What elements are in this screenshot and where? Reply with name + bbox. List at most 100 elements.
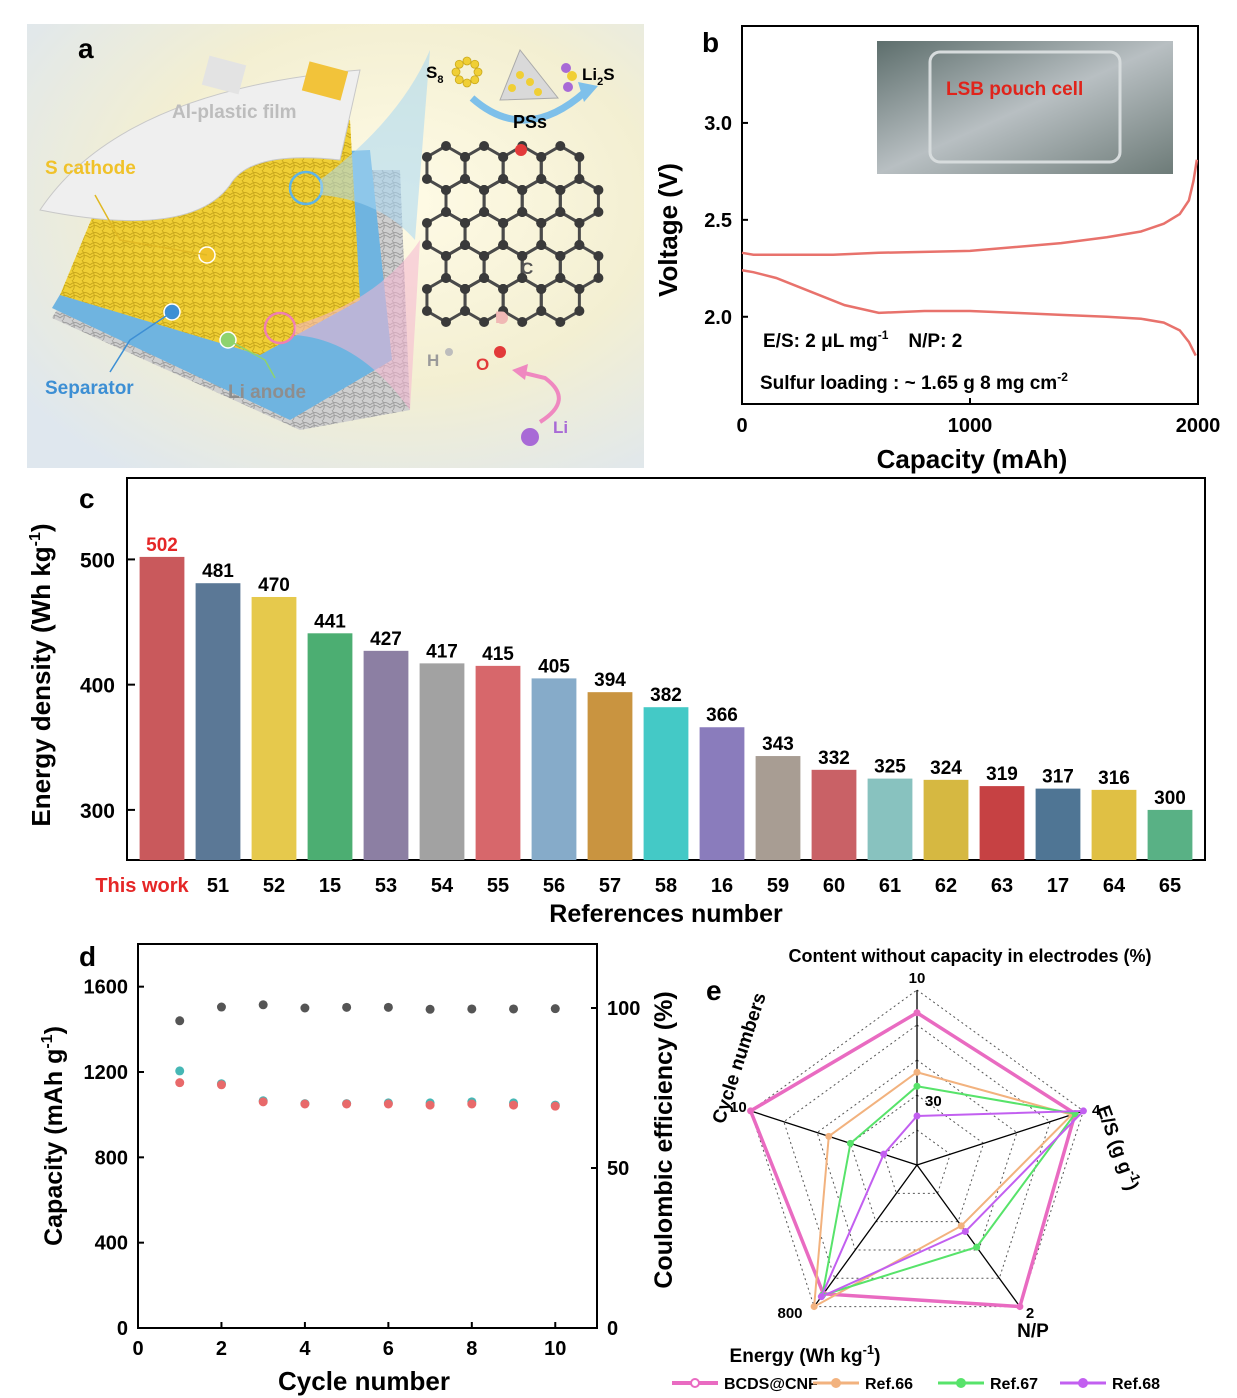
sulfur-atom bbox=[462, 78, 472, 88]
y-tick-label: 300 bbox=[80, 800, 115, 823]
bar-value-label: 317 bbox=[1042, 767, 1074, 788]
y-tick-label: 400 bbox=[95, 1233, 128, 1255]
bar-value-label: 394 bbox=[594, 670, 626, 691]
legend-swatch-marker bbox=[831, 1378, 841, 1388]
category-label: 58 bbox=[655, 875, 677, 897]
radar-spoke bbox=[916, 1164, 1021, 1307]
oxygen-atom bbox=[515, 144, 527, 156]
radar-outer-tick: 10 bbox=[730, 1099, 747, 1116]
x-tick-label: 8 bbox=[466, 1338, 477, 1360]
series-line-discharge bbox=[741, 269, 1197, 357]
legend-swatch-marker bbox=[1078, 1378, 1088, 1388]
bar-value-label: 405 bbox=[538, 656, 570, 677]
category-label: 16 bbox=[711, 875, 733, 897]
panel-label-d: d bbox=[79, 941, 96, 972]
bar-55 bbox=[475, 665, 521, 860]
panel-b-voltage-profile: b LSB pouch cell E/S: 2 μL mg-1 N/P: 2 Su… bbox=[653, 25, 1221, 474]
plot-frame-d bbox=[137, 943, 598, 1329]
boron-atom bbox=[496, 312, 508, 324]
carbon-atom bbox=[479, 317, 490, 327]
legend-label: BCDS@CNF bbox=[724, 1376, 818, 1393]
bar-17 bbox=[1035, 788, 1081, 860]
carbon-atom bbox=[574, 306, 585, 316]
point-discharge-capacity bbox=[467, 1099, 477, 1109]
radar-axis-label-content: Content without capacity in electrodes (… bbox=[788, 946, 1151, 966]
bar-53 bbox=[363, 650, 409, 860]
carbon-atom bbox=[421, 306, 432, 316]
radar-point bbox=[973, 1243, 981, 1251]
separator-label: Separator bbox=[45, 378, 134, 399]
inset-label: LSB pouch cell bbox=[946, 79, 1083, 100]
bar-value-label: 366 bbox=[706, 705, 738, 726]
bar-65 bbox=[1147, 809, 1193, 860]
legend-label: Ref.67 bbox=[990, 1376, 1038, 1393]
x-tick-label: 1000 bbox=[948, 415, 993, 437]
carbon-atom bbox=[479, 251, 490, 261]
bar-16 bbox=[699, 727, 745, 860]
x-tick-label: 2000 bbox=[1176, 415, 1221, 437]
category-label: 54 bbox=[431, 875, 454, 897]
y-axis-title-b: Voltage (V) bbox=[653, 163, 683, 297]
point-coulombic-efficiency bbox=[550, 1004, 560, 1014]
li2s-label: Li2S bbox=[582, 65, 615, 88]
radar-point bbox=[747, 1107, 755, 1115]
annotation-sulfur: Sulfur loading : ~ 1.65 g 8 mg cm-2 bbox=[760, 370, 1068, 394]
x-tick-label: 2 bbox=[216, 1338, 227, 1360]
radar-series-ref-67 bbox=[821, 1085, 1077, 1297]
panel-e-radar: e Content without capacity in electrodes… bbox=[672, 946, 1160, 1393]
radar-point bbox=[810, 1303, 818, 1311]
category-label: 52 bbox=[263, 875, 285, 897]
category-label: 63 bbox=[991, 875, 1013, 897]
bar-value-label: 316 bbox=[1098, 768, 1130, 789]
category-label: 65 bbox=[1159, 875, 1181, 897]
panel-label-b: b bbox=[702, 27, 719, 58]
li-atom bbox=[521, 428, 539, 446]
point-coulombic-efficiency bbox=[342, 1002, 352, 1012]
carbon-atom bbox=[498, 284, 509, 294]
bar-56 bbox=[531, 678, 577, 860]
x-axis-title-d: Cycle number bbox=[278, 1366, 450, 1396]
radar-point bbox=[961, 1228, 969, 1236]
annotation-es: E/S: 2 μL mg-1 N/P: 2 bbox=[763, 328, 962, 352]
conversion-arrow bbox=[469, 89, 588, 124]
y2-tick-label: 0 bbox=[607, 1318, 618, 1340]
carbon-atom bbox=[555, 317, 566, 327]
carbon-atom bbox=[421, 152, 432, 162]
point-coulombic-efficiency bbox=[216, 1002, 226, 1012]
series-line-charge bbox=[741, 159, 1199, 256]
category-label: 56 bbox=[543, 875, 565, 897]
carbon-atom bbox=[441, 185, 451, 195]
bar-61 bbox=[867, 778, 913, 860]
point-coulombic-efficiency bbox=[425, 1004, 435, 1014]
carbon-atom bbox=[441, 251, 451, 261]
category-label: 60 bbox=[823, 875, 845, 897]
x-axis-title-c: References number bbox=[549, 900, 783, 928]
radar-point bbox=[913, 1082, 921, 1090]
radar-spoke bbox=[813, 1164, 918, 1307]
carbon-atom bbox=[555, 207, 566, 217]
bar-value-label: 415 bbox=[482, 644, 514, 665]
carbon-atom bbox=[593, 185, 604, 195]
radar-outer-tick: 2 bbox=[1026, 1305, 1034, 1322]
sulfur-atom bbox=[451, 67, 461, 77]
legend-label: Ref.68 bbox=[1112, 1376, 1160, 1393]
point-coulombic-efficiency bbox=[509, 1004, 519, 1014]
carbon-atom bbox=[517, 185, 528, 195]
bar-value-label: 382 bbox=[650, 685, 682, 706]
carbon-atom bbox=[536, 306, 547, 316]
y-tick-label: 400 bbox=[80, 675, 115, 698]
bar-52 bbox=[251, 596, 297, 860]
carbon-atom bbox=[460, 152, 471, 162]
carbon-atom bbox=[479, 207, 490, 217]
tab-right bbox=[301, 61, 349, 101]
boron-doped-graphene bbox=[421, 141, 604, 358]
category-label: 61 bbox=[879, 875, 901, 897]
category-label: 51 bbox=[207, 875, 229, 897]
carbon-atom bbox=[593, 251, 604, 261]
panel-d-cycling: d Capacity (mAh g-1) Coulombic efficienc… bbox=[39, 941, 678, 1396]
point-coulombic-efficiency bbox=[175, 1016, 185, 1026]
radar-grid-ring bbox=[749, 989, 1085, 1308]
y-tick-label: 500 bbox=[80, 549, 115, 572]
sulfur-atom bbox=[462, 56, 472, 66]
